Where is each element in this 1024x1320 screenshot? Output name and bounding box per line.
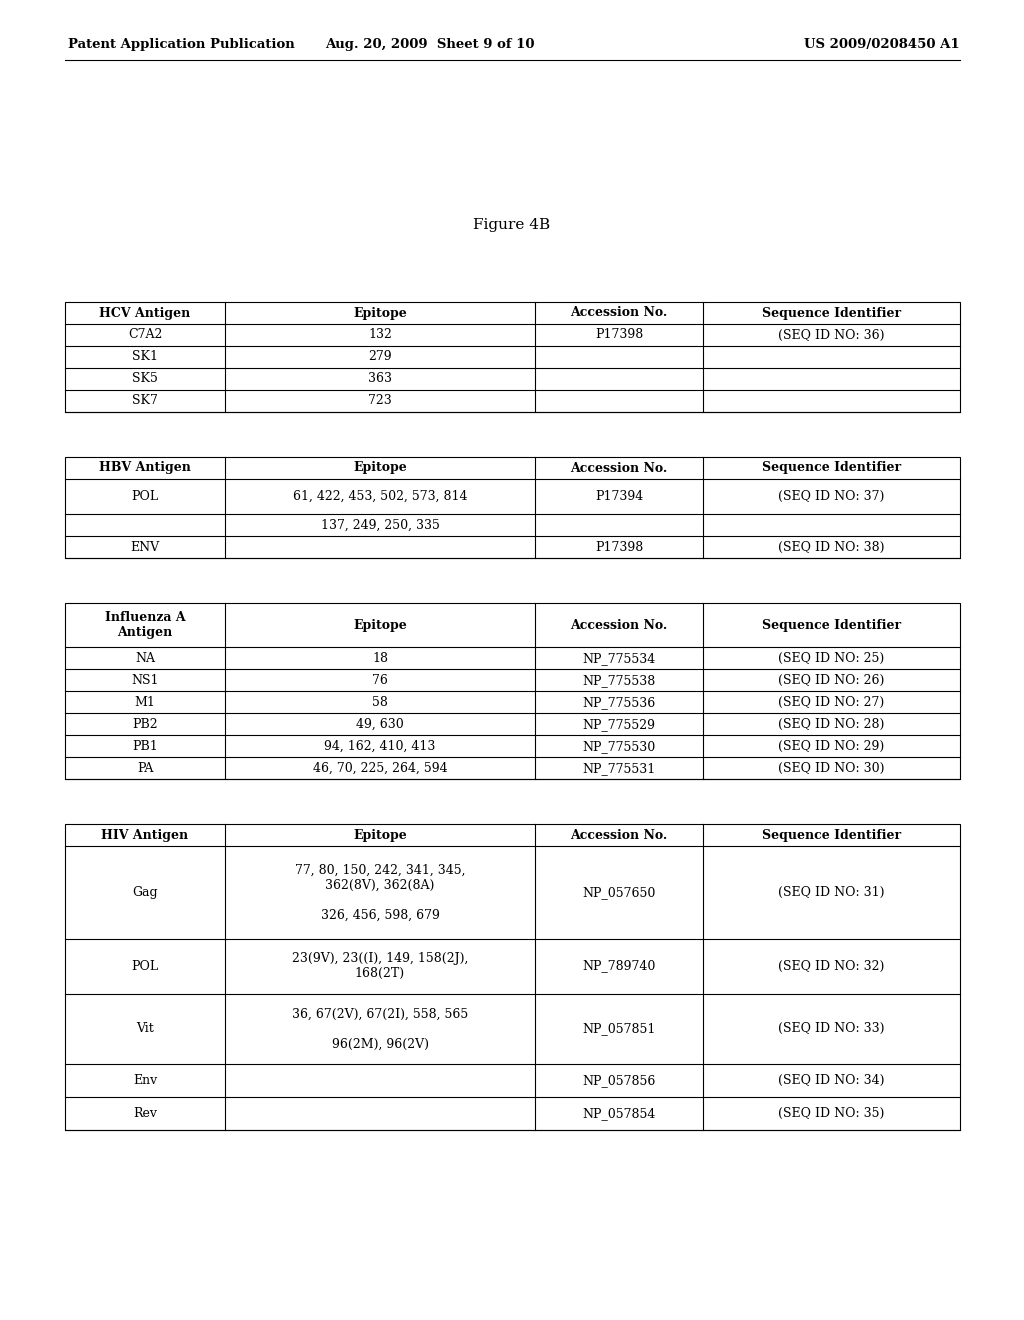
- Text: (SEQ ID NO: 33): (SEQ ID NO: 33): [778, 1022, 885, 1035]
- Text: US 2009/0208450 A1: US 2009/0208450 A1: [805, 38, 961, 51]
- Text: Sequence Identifier: Sequence Identifier: [762, 829, 901, 842]
- Text: POL: POL: [131, 490, 159, 503]
- Text: P17398: P17398: [595, 329, 643, 342]
- Text: NA: NA: [135, 652, 155, 665]
- Text: (SEQ ID NO: 34): (SEQ ID NO: 34): [778, 1074, 885, 1086]
- Text: NP_057856: NP_057856: [583, 1074, 655, 1086]
- Text: Accession No.: Accession No.: [570, 462, 668, 474]
- Text: Accession No.: Accession No.: [570, 306, 668, 319]
- Text: NP_775536: NP_775536: [583, 696, 655, 709]
- Text: Figure 4B: Figure 4B: [473, 218, 551, 232]
- Bar: [65, 457, 961, 558]
- Text: (SEQ ID NO: 25): (SEQ ID NO: 25): [778, 652, 885, 665]
- Bar: [65, 603, 961, 779]
- Text: (SEQ ID NO: 35): (SEQ ID NO: 35): [778, 1107, 885, 1119]
- Text: HIV Antigen: HIV Antigen: [101, 829, 188, 842]
- Text: P17398: P17398: [595, 541, 643, 553]
- Text: HBV Antigen: HBV Antigen: [99, 462, 190, 474]
- Text: 36, 67(2V), 67(2I), 558, 565

96(2M), 96(2V): 36, 67(2V), 67(2I), 558, 565 96(2M), 96(…: [292, 1007, 468, 1051]
- Text: Accession No.: Accession No.: [570, 829, 668, 842]
- Text: 76: 76: [372, 673, 388, 686]
- Text: (SEQ ID NO: 26): (SEQ ID NO: 26): [778, 673, 885, 686]
- Text: (SEQ ID NO: 30): (SEQ ID NO: 30): [778, 762, 885, 775]
- Text: NP_789740: NP_789740: [583, 960, 655, 973]
- Text: (SEQ ID NO: 31): (SEQ ID NO: 31): [778, 886, 885, 899]
- Text: P17394: P17394: [595, 490, 643, 503]
- Text: Env: Env: [133, 1074, 157, 1086]
- Text: M1: M1: [134, 696, 156, 709]
- Text: NP_775534: NP_775534: [583, 652, 655, 665]
- Text: 23(9V), 23((I), 149, 158(2J),
168(2T): 23(9V), 23((I), 149, 158(2J), 168(2T): [292, 952, 468, 979]
- Text: 723: 723: [368, 395, 392, 408]
- Text: Epitope: Epitope: [353, 306, 407, 319]
- Text: 132: 132: [368, 329, 392, 342]
- Text: POL: POL: [131, 960, 159, 973]
- Text: ENV: ENV: [130, 541, 160, 553]
- Text: NP_057650: NP_057650: [583, 886, 655, 899]
- Text: (SEQ ID NO: 27): (SEQ ID NO: 27): [778, 696, 885, 709]
- Text: Rev: Rev: [133, 1107, 157, 1119]
- Text: Sequence Identifier: Sequence Identifier: [762, 619, 901, 632]
- Text: SK5: SK5: [132, 372, 158, 385]
- Text: (SEQ ID NO: 37): (SEQ ID NO: 37): [778, 490, 885, 503]
- Text: NP_775530: NP_775530: [583, 739, 655, 752]
- Text: SK1: SK1: [132, 351, 158, 363]
- Text: NP_057851: NP_057851: [583, 1022, 655, 1035]
- Text: 137, 249, 250, 335: 137, 249, 250, 335: [321, 519, 439, 532]
- Text: HCV Antigen: HCV Antigen: [99, 306, 190, 319]
- Text: 61, 422, 453, 502, 573, 814: 61, 422, 453, 502, 573, 814: [293, 490, 467, 503]
- Text: 18: 18: [372, 652, 388, 665]
- Text: Epitope: Epitope: [353, 829, 407, 842]
- Text: NP_775529: NP_775529: [583, 718, 655, 731]
- Text: Influenza A
Antigen: Influenza A Antigen: [104, 611, 185, 639]
- Text: Sequence Identifier: Sequence Identifier: [762, 306, 901, 319]
- Text: (SEQ ID NO: 28): (SEQ ID NO: 28): [778, 718, 885, 731]
- Text: NS1: NS1: [131, 673, 159, 686]
- Text: 46, 70, 225, 264, 594: 46, 70, 225, 264, 594: [312, 762, 447, 775]
- Text: (SEQ ID NO: 32): (SEQ ID NO: 32): [778, 960, 885, 973]
- Text: NP_057854: NP_057854: [583, 1107, 655, 1119]
- Text: Patent Application Publication: Patent Application Publication: [68, 38, 295, 51]
- Text: 94, 162, 410, 413: 94, 162, 410, 413: [325, 739, 435, 752]
- Text: SK7: SK7: [132, 395, 158, 408]
- Bar: [65, 824, 961, 1130]
- Text: (SEQ ID NO: 38): (SEQ ID NO: 38): [778, 541, 885, 553]
- Text: Accession No.: Accession No.: [570, 619, 668, 632]
- Text: Epitope: Epitope: [353, 462, 407, 474]
- Text: NP_775531: NP_775531: [583, 762, 655, 775]
- Text: Epitope: Epitope: [353, 619, 407, 632]
- Text: PB1: PB1: [132, 739, 158, 752]
- Text: C7A2: C7A2: [128, 329, 162, 342]
- Text: 49, 630: 49, 630: [356, 718, 403, 731]
- Text: 363: 363: [368, 372, 392, 385]
- Text: 58: 58: [372, 696, 388, 709]
- Text: NP_775538: NP_775538: [583, 673, 655, 686]
- Text: 77, 80, 150, 242, 341, 345,
362(8V), 362(8A)

326, 456, 598, 679: 77, 80, 150, 242, 341, 345, 362(8V), 362…: [295, 863, 465, 921]
- Text: (SEQ ID NO: 36): (SEQ ID NO: 36): [778, 329, 885, 342]
- Text: PA: PA: [137, 762, 154, 775]
- Text: Sequence Identifier: Sequence Identifier: [762, 462, 901, 474]
- Bar: [65, 302, 961, 412]
- Text: (SEQ ID NO: 29): (SEQ ID NO: 29): [778, 739, 885, 752]
- Text: Gag: Gag: [132, 886, 158, 899]
- Text: PB2: PB2: [132, 718, 158, 731]
- Text: 279: 279: [369, 351, 392, 363]
- Text: Aug. 20, 2009  Sheet 9 of 10: Aug. 20, 2009 Sheet 9 of 10: [326, 38, 535, 51]
- Text: Vit: Vit: [136, 1022, 154, 1035]
